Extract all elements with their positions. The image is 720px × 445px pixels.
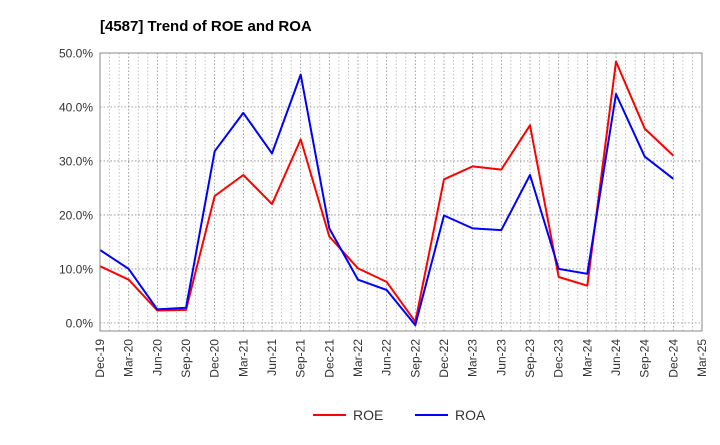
x-tick-label: Dec-22 bbox=[437, 339, 451, 378]
x-tick-label: Mar-25 bbox=[695, 339, 709, 377]
y-tick-label: 50.0% bbox=[59, 47, 93, 61]
x-tick-label: Sep-21 bbox=[294, 339, 308, 378]
x-tick-label: Jun-20 bbox=[150, 339, 164, 376]
legend-label-roa: ROA bbox=[455, 407, 486, 423]
chart-title: [4587] Trend of ROE and ROA bbox=[100, 18, 312, 35]
y-tick-label: 10.0% bbox=[59, 262, 93, 276]
y-tick-label: 30.0% bbox=[59, 154, 93, 168]
x-tick-label: Sep-23 bbox=[523, 339, 537, 378]
y-tick-label: 20.0% bbox=[59, 208, 93, 222]
legend: ROE ROA bbox=[313, 407, 486, 423]
x-tick-label: Jun-22 bbox=[380, 339, 394, 376]
x-tick-label: Mar-20 bbox=[122, 339, 136, 377]
x-tick-label: Mar-21 bbox=[236, 339, 250, 377]
x-tick-label: Jun-24 bbox=[609, 339, 623, 376]
x-tick-label: Mar-24 bbox=[580, 339, 594, 377]
x-tick-label: Dec-24 bbox=[666, 339, 680, 378]
x-tick-label: Dec-23 bbox=[552, 339, 566, 378]
x-tick-label: Dec-19 bbox=[93, 339, 107, 378]
x-tick-label: Jun-23 bbox=[494, 339, 508, 376]
x-tick-label: Jun-21 bbox=[265, 339, 279, 376]
x-tick-label: Dec-20 bbox=[208, 339, 222, 378]
x-tick-label: Sep-20 bbox=[179, 339, 193, 378]
x-tick-label: Mar-22 bbox=[351, 339, 365, 377]
x-tick-label: Dec-21 bbox=[322, 339, 336, 378]
legend-label-roe: ROE bbox=[353, 407, 383, 423]
y-tick-label: 0.0% bbox=[66, 316, 94, 330]
x-tick-label: Mar-23 bbox=[466, 339, 480, 377]
x-tick-label: Sep-24 bbox=[638, 339, 652, 378]
y-tick-label: 40.0% bbox=[59, 100, 93, 114]
x-tick-label: Sep-22 bbox=[408, 339, 422, 378]
